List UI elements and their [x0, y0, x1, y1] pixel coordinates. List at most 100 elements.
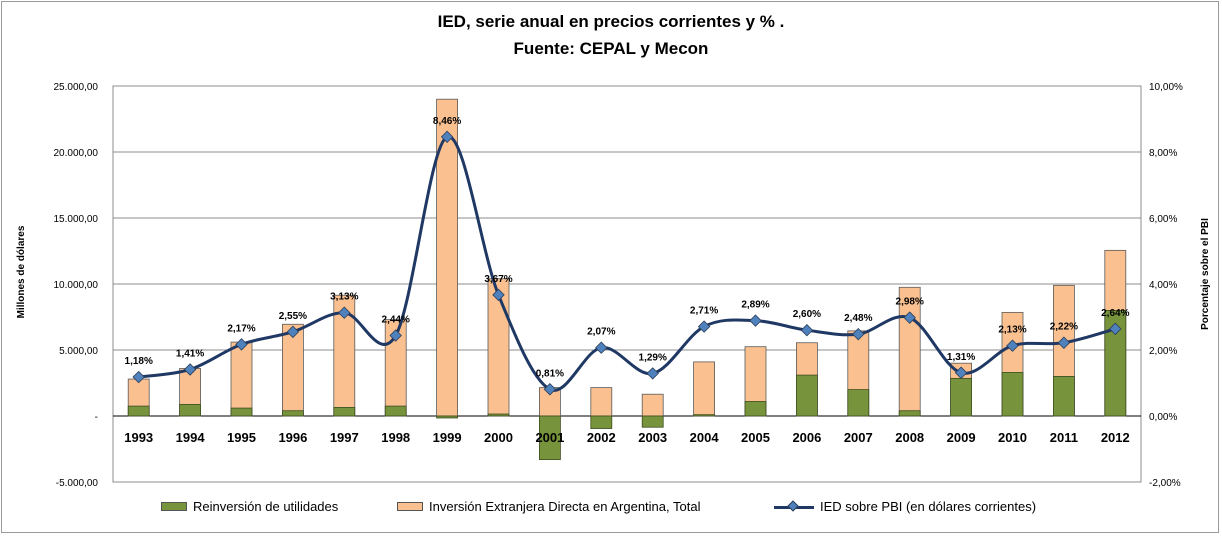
chart-subtitle: Fuente: CEPAL y Mecon	[513, 39, 709, 58]
x-tick-label: 2007	[844, 430, 873, 445]
y2-tick-label: 0,00%	[1149, 412, 1177, 423]
line-marker	[954, 366, 968, 379]
x-tick-label: 1993	[124, 430, 153, 445]
line-marker	[235, 338, 248, 351]
bar-reinversion	[1053, 375, 1075, 417]
bar-total	[230, 341, 253, 417]
data-label: 2,44%	[382, 314, 410, 325]
line-marker	[800, 323, 814, 337]
x-tick-label: 1997	[330, 430, 359, 445]
x-tick-label: 2004	[690, 430, 720, 445]
line-marker	[132, 370, 145, 384]
x-tick-label: 2003	[638, 430, 667, 445]
data-label: 2,13%	[998, 325, 1026, 336]
legend-swatch-total	[397, 502, 423, 511]
bar-total	[590, 387, 613, 417]
data-label: 1,18%	[125, 356, 153, 367]
y2-tick-label: 6,00%	[1149, 214, 1177, 225]
data-label: 3,13%	[330, 292, 358, 303]
x-tick-label: 2008	[895, 430, 924, 445]
y-axis-title: Millones de dólares	[16, 225, 27, 318]
line-marker	[646, 367, 659, 380]
data-label: 2,60%	[793, 309, 821, 320]
data-label: 0,81%	[536, 368, 564, 379]
bar-reinversion	[230, 407, 253, 417]
bar-reinversion	[281, 410, 304, 417]
line-marker	[1006, 339, 1019, 352]
data-label: 2,22%	[1050, 322, 1078, 333]
y-tick-label: 15.000,00	[54, 214, 99, 225]
x-tick-label: 2010	[998, 430, 1027, 445]
x-tick-label: 2011	[1050, 430, 1078, 445]
bar-reinversion	[1104, 309, 1127, 417]
y2-tick-label: 8,00%	[1149, 148, 1177, 159]
data-label: 2,98%	[896, 297, 924, 308]
x-tick-label: 1994	[176, 430, 206, 445]
x-tick-label: 2012	[1101, 430, 1130, 445]
y-tick-label: 10.000,00	[54, 280, 99, 291]
bar-total	[693, 361, 715, 417]
legend-item-line: IED sobre PBI (en dólares corrientes)	[774, 499, 1036, 514]
bar-reinversion	[590, 415, 613, 429]
line-marker	[749, 314, 762, 327]
bar-reinversion	[384, 405, 407, 417]
data-label: 1,41%	[176, 348, 204, 359]
x-tick-label: 2000	[484, 430, 513, 445]
x-tick-label: 1998	[381, 430, 410, 445]
legend-item-total: Inversión Extranjera Directa en Argentin…	[397, 499, 700, 514]
line-marker	[492, 288, 505, 302]
bar-reinversion	[539, 415, 561, 460]
line-marker	[183, 363, 197, 376]
line-marker	[697, 320, 711, 333]
x-tick-label: 1999	[433, 430, 462, 445]
y2-tick-label: 10,00%	[1149, 82, 1183, 93]
bar-total	[641, 393, 664, 417]
line-marker	[595, 341, 608, 354]
data-label: 2,89%	[741, 300, 769, 311]
bar-reinversion	[487, 413, 510, 417]
line-marker	[903, 311, 916, 324]
x-tick-label: 1996	[278, 430, 307, 445]
line-marker	[543, 383, 557, 396]
legend-label-reinversion: Reinversión de utilidades	[193, 499, 339, 514]
y2-tick-label: -2,00%	[1149, 478, 1181, 489]
bar-reinversion	[950, 377, 972, 417]
legend-swatch-line	[774, 499, 814, 513]
data-label: 2,71%	[690, 306, 718, 317]
y-tick-label: -	[95, 412, 98, 423]
bar-reinversion	[641, 415, 664, 428]
line-marker	[852, 327, 865, 341]
legend-swatch-reinversion	[161, 502, 187, 511]
data-label: 2,48%	[844, 313, 872, 324]
chart-title: IED, serie anual en precios corrientes y…	[437, 12, 785, 31]
legend-label-line: IED sobre PBI (en dólares corrientes)	[820, 499, 1037, 514]
line-marker	[389, 329, 402, 342]
y-tick-label: -5.000,00	[56, 478, 99, 489]
bar-reinversion	[333, 407, 356, 417]
legend-item-reinversion: Reinversión de utilidades	[161, 499, 338, 514]
bar-reinversion	[436, 415, 459, 419]
series-line-ied-pbi	[138, 135, 1116, 392]
bar-reinversion	[127, 405, 150, 417]
line-marker	[1109, 322, 1122, 336]
bar-reinversion	[1001, 372, 1024, 417]
bar-reinversion	[898, 410, 921, 417]
x-tick-label: 2009	[947, 430, 976, 445]
line-marker	[338, 306, 351, 319]
data-label: 2,64%	[1101, 308, 1129, 319]
bar-reinversion	[744, 401, 767, 417]
legend-label-total: Inversión Extranjera Directa en Argentin…	[429, 499, 701, 514]
line-marker	[440, 130, 454, 144]
data-label: 2,07%	[587, 327, 615, 338]
plot-area	[112, 85, 1142, 483]
bar-reinversion	[693, 414, 715, 417]
data-label: 3,67%	[484, 274, 512, 285]
data-label: 2,17%	[227, 323, 255, 334]
y2-tick-label: 4,00%	[1149, 280, 1177, 291]
x-tick-label: 2001	[535, 430, 564, 445]
data-label: 1,29%	[639, 352, 667, 363]
y-tick-label: 20.000,00	[54, 148, 99, 159]
data-label: 8,46%	[433, 116, 461, 127]
